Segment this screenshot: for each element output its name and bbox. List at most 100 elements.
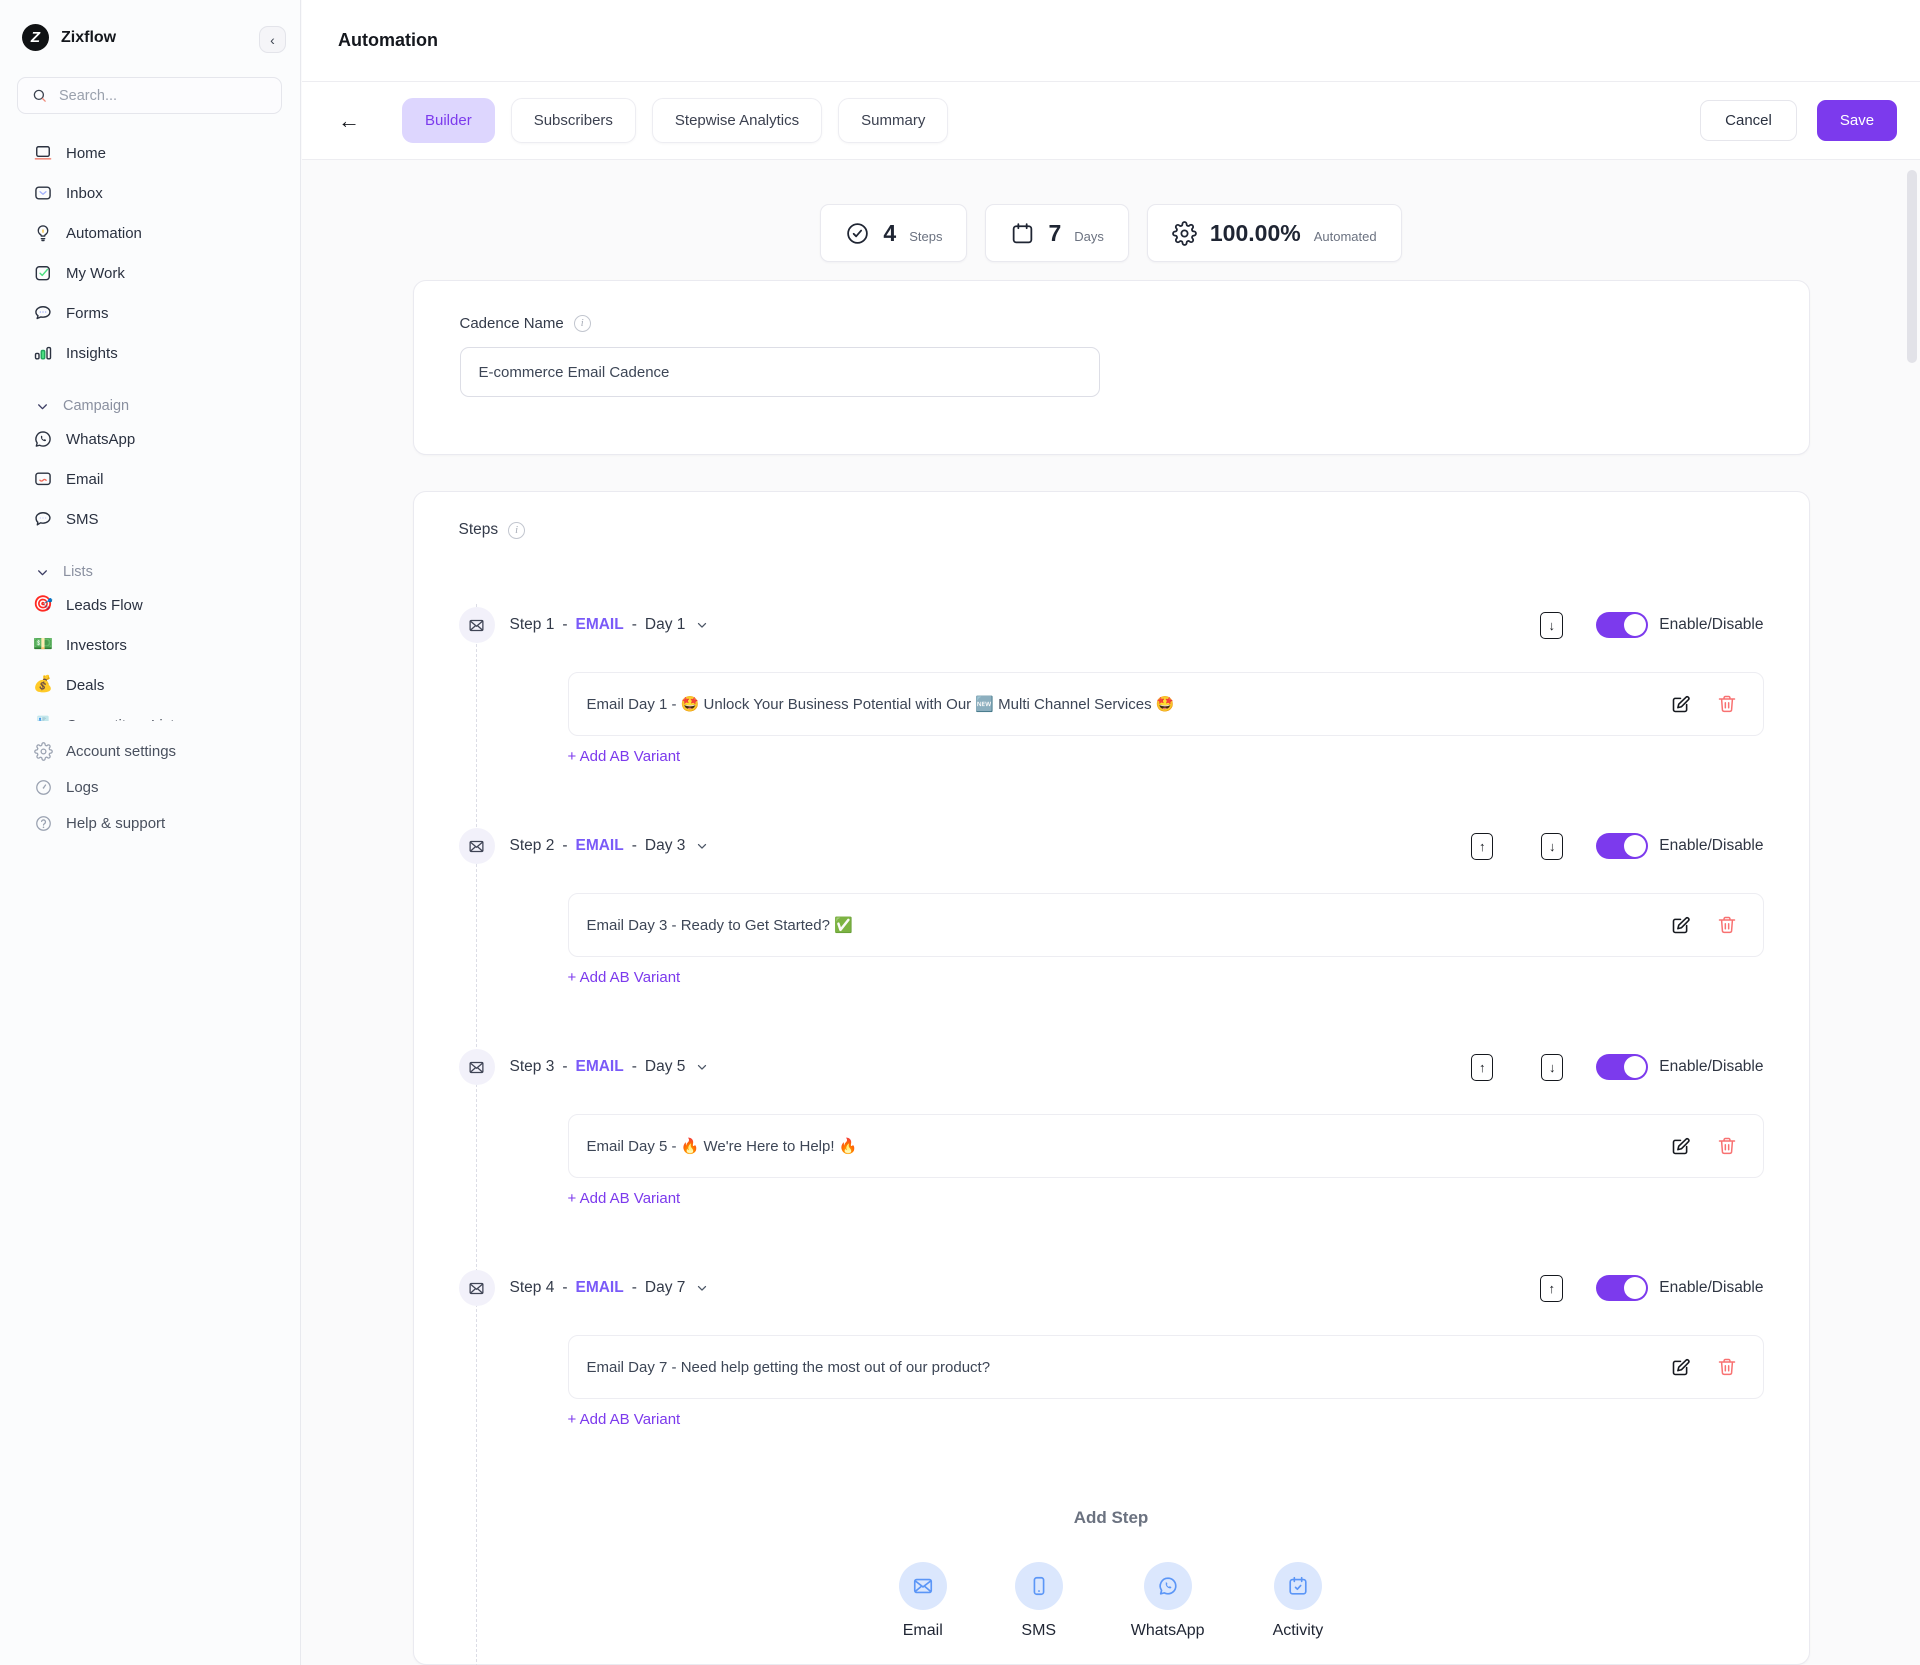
- sidebar-item-label: Competitors List: [66, 717, 174, 722]
- sidebar-item-my-work[interactable]: My Work: [0, 253, 300, 293]
- step-title[interactable]: Step 1 - EMAIL - Day 1: [510, 616, 710, 634]
- enable-toggle[interactable]: [1596, 1054, 1649, 1080]
- step-label: Step 1: [509, 616, 555, 633]
- step-content-text: Email Day 1 - 🤩 Unlock Your Business Pot…: [586, 696, 1175, 713]
- move-up-button[interactable]: ↑: [1471, 1053, 1494, 1081]
- sidebar-item-clipped[interactable]: 📇 Competitors List: [0, 705, 300, 722]
- sidebar-item-leads-flow[interactable]: 🎯 Leads Flow: [0, 585, 300, 625]
- step-day: Day 5: [644, 1058, 686, 1075]
- step-label: Step 2: [509, 837, 555, 854]
- enable-disable-label: Enable/Disable: [1659, 837, 1764, 854]
- steps-connector-line: [475, 604, 477, 1665]
- sidebar-item-email[interactable]: Email: [0, 459, 300, 499]
- section-lists[interactable]: Lists: [0, 559, 300, 585]
- delete-button[interactable]: [1717, 1357, 1737, 1377]
- stat-unit: Steps: [909, 229, 943, 244]
- tab-builder[interactable]: Builder: [402, 98, 495, 143]
- sidebar-item-automation[interactable]: Automation: [0, 213, 300, 253]
- tab-subscribers[interactable]: Subscribers: [510, 98, 636, 143]
- chevron-down-icon[interactable]: [695, 1281, 709, 1295]
- sidebar-item-home[interactable]: Home: [0, 133, 300, 173]
- check-circle-icon: [845, 221, 870, 246]
- add-step-label: SMS: [1021, 1622, 1057, 1639]
- tab-summary[interactable]: Summary: [838, 98, 949, 143]
- chevron-down-icon[interactable]: [695, 1060, 709, 1074]
- delete-button[interactable]: [1717, 694, 1737, 714]
- move-up-button[interactable]: ↑: [1471, 832, 1494, 860]
- step-email-icon: [458, 607, 495, 643]
- sidebar-item-label: Inbox: [66, 184, 103, 202]
- sidebar-item-label: WhatsApp: [66, 430, 136, 448]
- sidebar-item-inbox[interactable]: Inbox: [0, 173, 300, 213]
- scrollbar[interactable]: [1907, 170, 1917, 363]
- move-down-button[interactable]: ↓: [1541, 832, 1564, 860]
- enable-toggle[interactable]: [1596, 612, 1649, 638]
- move-down-button[interactable]: ↓: [1541, 1053, 1564, 1081]
- tabs-bar: ← Builder Subscribers Stepwise Analytics…: [302, 82, 1920, 160]
- sidebar-item-investors[interactable]: 💵 Investors: [0, 625, 300, 665]
- move-up-button[interactable]: ↑: [1540, 1274, 1564, 1302]
- move-down-button[interactable]: ↓: [1540, 611, 1564, 639]
- add-step-whatsapp[interactable]: WhatsApp: [1131, 1562, 1205, 1640]
- edit-button[interactable]: [1670, 915, 1691, 936]
- tab-stepwise-analytics[interactable]: Stepwise Analytics: [651, 98, 823, 143]
- sidebar-item-sms[interactable]: SMS: [0, 499, 300, 539]
- money-icon: 💵: [33, 636, 53, 653]
- chevron-down-icon: [36, 566, 49, 579]
- forms-icon: [33, 303, 53, 323]
- sidebar-item-logs[interactable]: Logs: [0, 769, 300, 805]
- step-title[interactable]: Step 2 - EMAIL - Day 3: [510, 837, 710, 855]
- enable-toggle[interactable]: [1596, 1275, 1649, 1301]
- sidebar-item-label: Forms: [66, 304, 109, 322]
- chevron-down-icon[interactable]: [695, 839, 709, 853]
- sidebar-item-deals[interactable]: 💰 Deals: [0, 665, 300, 705]
- save-button[interactable]: Save: [1817, 100, 1897, 141]
- automation-icon: [33, 223, 53, 243]
- step-day: Day 1: [644, 616, 686, 633]
- back-arrow-icon[interactable]: ←: [338, 107, 360, 133]
- edit-button[interactable]: [1670, 694, 1691, 715]
- sidebar-item-label: Account settings: [66, 742, 177, 760]
- step-title[interactable]: Step 3 - EMAIL - Day 5: [510, 1058, 710, 1076]
- step-content-text: Email Day 3 - Ready to Get Started? ✅: [586, 917, 853, 934]
- add-step-activity[interactable]: Activity: [1273, 1562, 1323, 1640]
- info-icon[interactable]: i: [508, 521, 526, 539]
- add-ab-variant-link[interactable]: + Add AB Variant: [567, 1411, 681, 1428]
- add-step-email[interactable]: Email: [898, 1562, 947, 1640]
- section-campaign[interactable]: Campaign: [0, 393, 300, 419]
- gear-icon: [33, 741, 53, 761]
- cadence-name-input[interactable]: [459, 347, 1100, 397]
- sidebar: Z Zixflow ‹ Home Inbo: [0, 0, 301, 1665]
- delete-button[interactable]: [1717, 1136, 1737, 1156]
- brand-name: Zixflow: [61, 28, 117, 46]
- sidebar-item-whatsapp[interactable]: WhatsApp: [0, 419, 300, 459]
- sidebar-item-insights[interactable]: Insights: [0, 333, 300, 373]
- add-ab-variant-link[interactable]: + Add AB Variant: [567, 1190, 681, 1207]
- stat-unit: Days: [1074, 229, 1104, 244]
- stat-unit: Automated: [1313, 229, 1377, 244]
- info-icon[interactable]: i: [573, 315, 591, 332]
- sidebar-item-forms[interactable]: Forms: [0, 293, 300, 333]
- chevron-down-icon[interactable]: [695, 618, 709, 632]
- step-title[interactable]: Step 4 - EMAIL - Day 7: [510, 1279, 710, 1297]
- cancel-button[interactable]: Cancel: [1700, 100, 1797, 141]
- sidebar-collapse-button[interactable]: ‹: [259, 26, 286, 53]
- edit-button[interactable]: [1670, 1357, 1691, 1378]
- add-ab-variant-link[interactable]: + Add AB Variant: [567, 969, 681, 986]
- delete-button[interactable]: [1717, 915, 1737, 935]
- home-icon: [33, 143, 53, 163]
- search-box[interactable]: [17, 77, 282, 114]
- add-step-section: Add Step Email: [459, 1508, 1764, 1640]
- stat-value: 100.00%: [1209, 219, 1301, 246]
- sidebar-item-label: Email: [66, 470, 104, 488]
- stat-automated: 100.00% Automated: [1146, 204, 1402, 262]
- my-work-icon: [33, 263, 53, 283]
- cadence-name-label: Cadence Name: [459, 315, 564, 332]
- sidebar-item-help-support[interactable]: Help & support: [0, 805, 300, 841]
- edit-button[interactable]: [1670, 1136, 1691, 1157]
- add-ab-variant-link[interactable]: + Add AB Variant: [567, 748, 681, 765]
- add-step-sms[interactable]: SMS: [1014, 1562, 1063, 1640]
- sidebar-item-account-settings[interactable]: Account settings: [0, 733, 300, 769]
- enable-toggle[interactable]: [1596, 833, 1649, 859]
- search-input[interactable]: [59, 87, 269, 104]
